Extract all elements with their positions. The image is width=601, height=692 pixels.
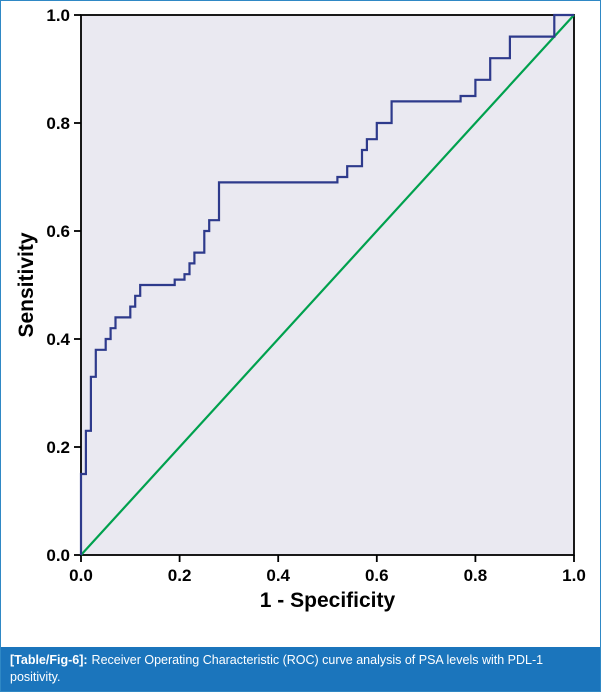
- x-tick-label: 0.8: [464, 566, 488, 585]
- y-tick-label: 1.0: [46, 6, 70, 25]
- x-tick-label: 0.4: [266, 566, 290, 585]
- figure-caption: [Table/Fig-6]: Receiver Operating Charact…: [1, 647, 600, 691]
- y-tick-label: 0.6: [46, 222, 70, 241]
- caption-label: [Table/Fig-6]:: [10, 653, 88, 667]
- x-tick-label: 0.6: [365, 566, 389, 585]
- x-tick-label: 0.2: [168, 566, 192, 585]
- roc-plot-area: 0.0 0.2 0.4 0.6 0.8 1.0 0.0 0.2 0.4 0.6 0.8 1.0: [46, 6, 586, 585]
- x-tick-label: 0.0: [69, 566, 93, 585]
- y-tick-label: 0.4: [46, 330, 70, 349]
- y-tick-label: 0.2: [46, 438, 70, 457]
- caption-text: Receiver Operating Characteristic (ROC) …: [10, 653, 544, 684]
- y-tick-label: 0.0: [46, 546, 70, 565]
- reference-diagonal: [80, 14, 575, 556]
- x-axis-title: 1 - Specificity: [259, 589, 396, 612]
- x-tick-label: 1.0: [562, 566, 586, 585]
- roc-curve: [79, 13, 574, 555]
- y-tick-label: 0.8: [46, 114, 70, 133]
